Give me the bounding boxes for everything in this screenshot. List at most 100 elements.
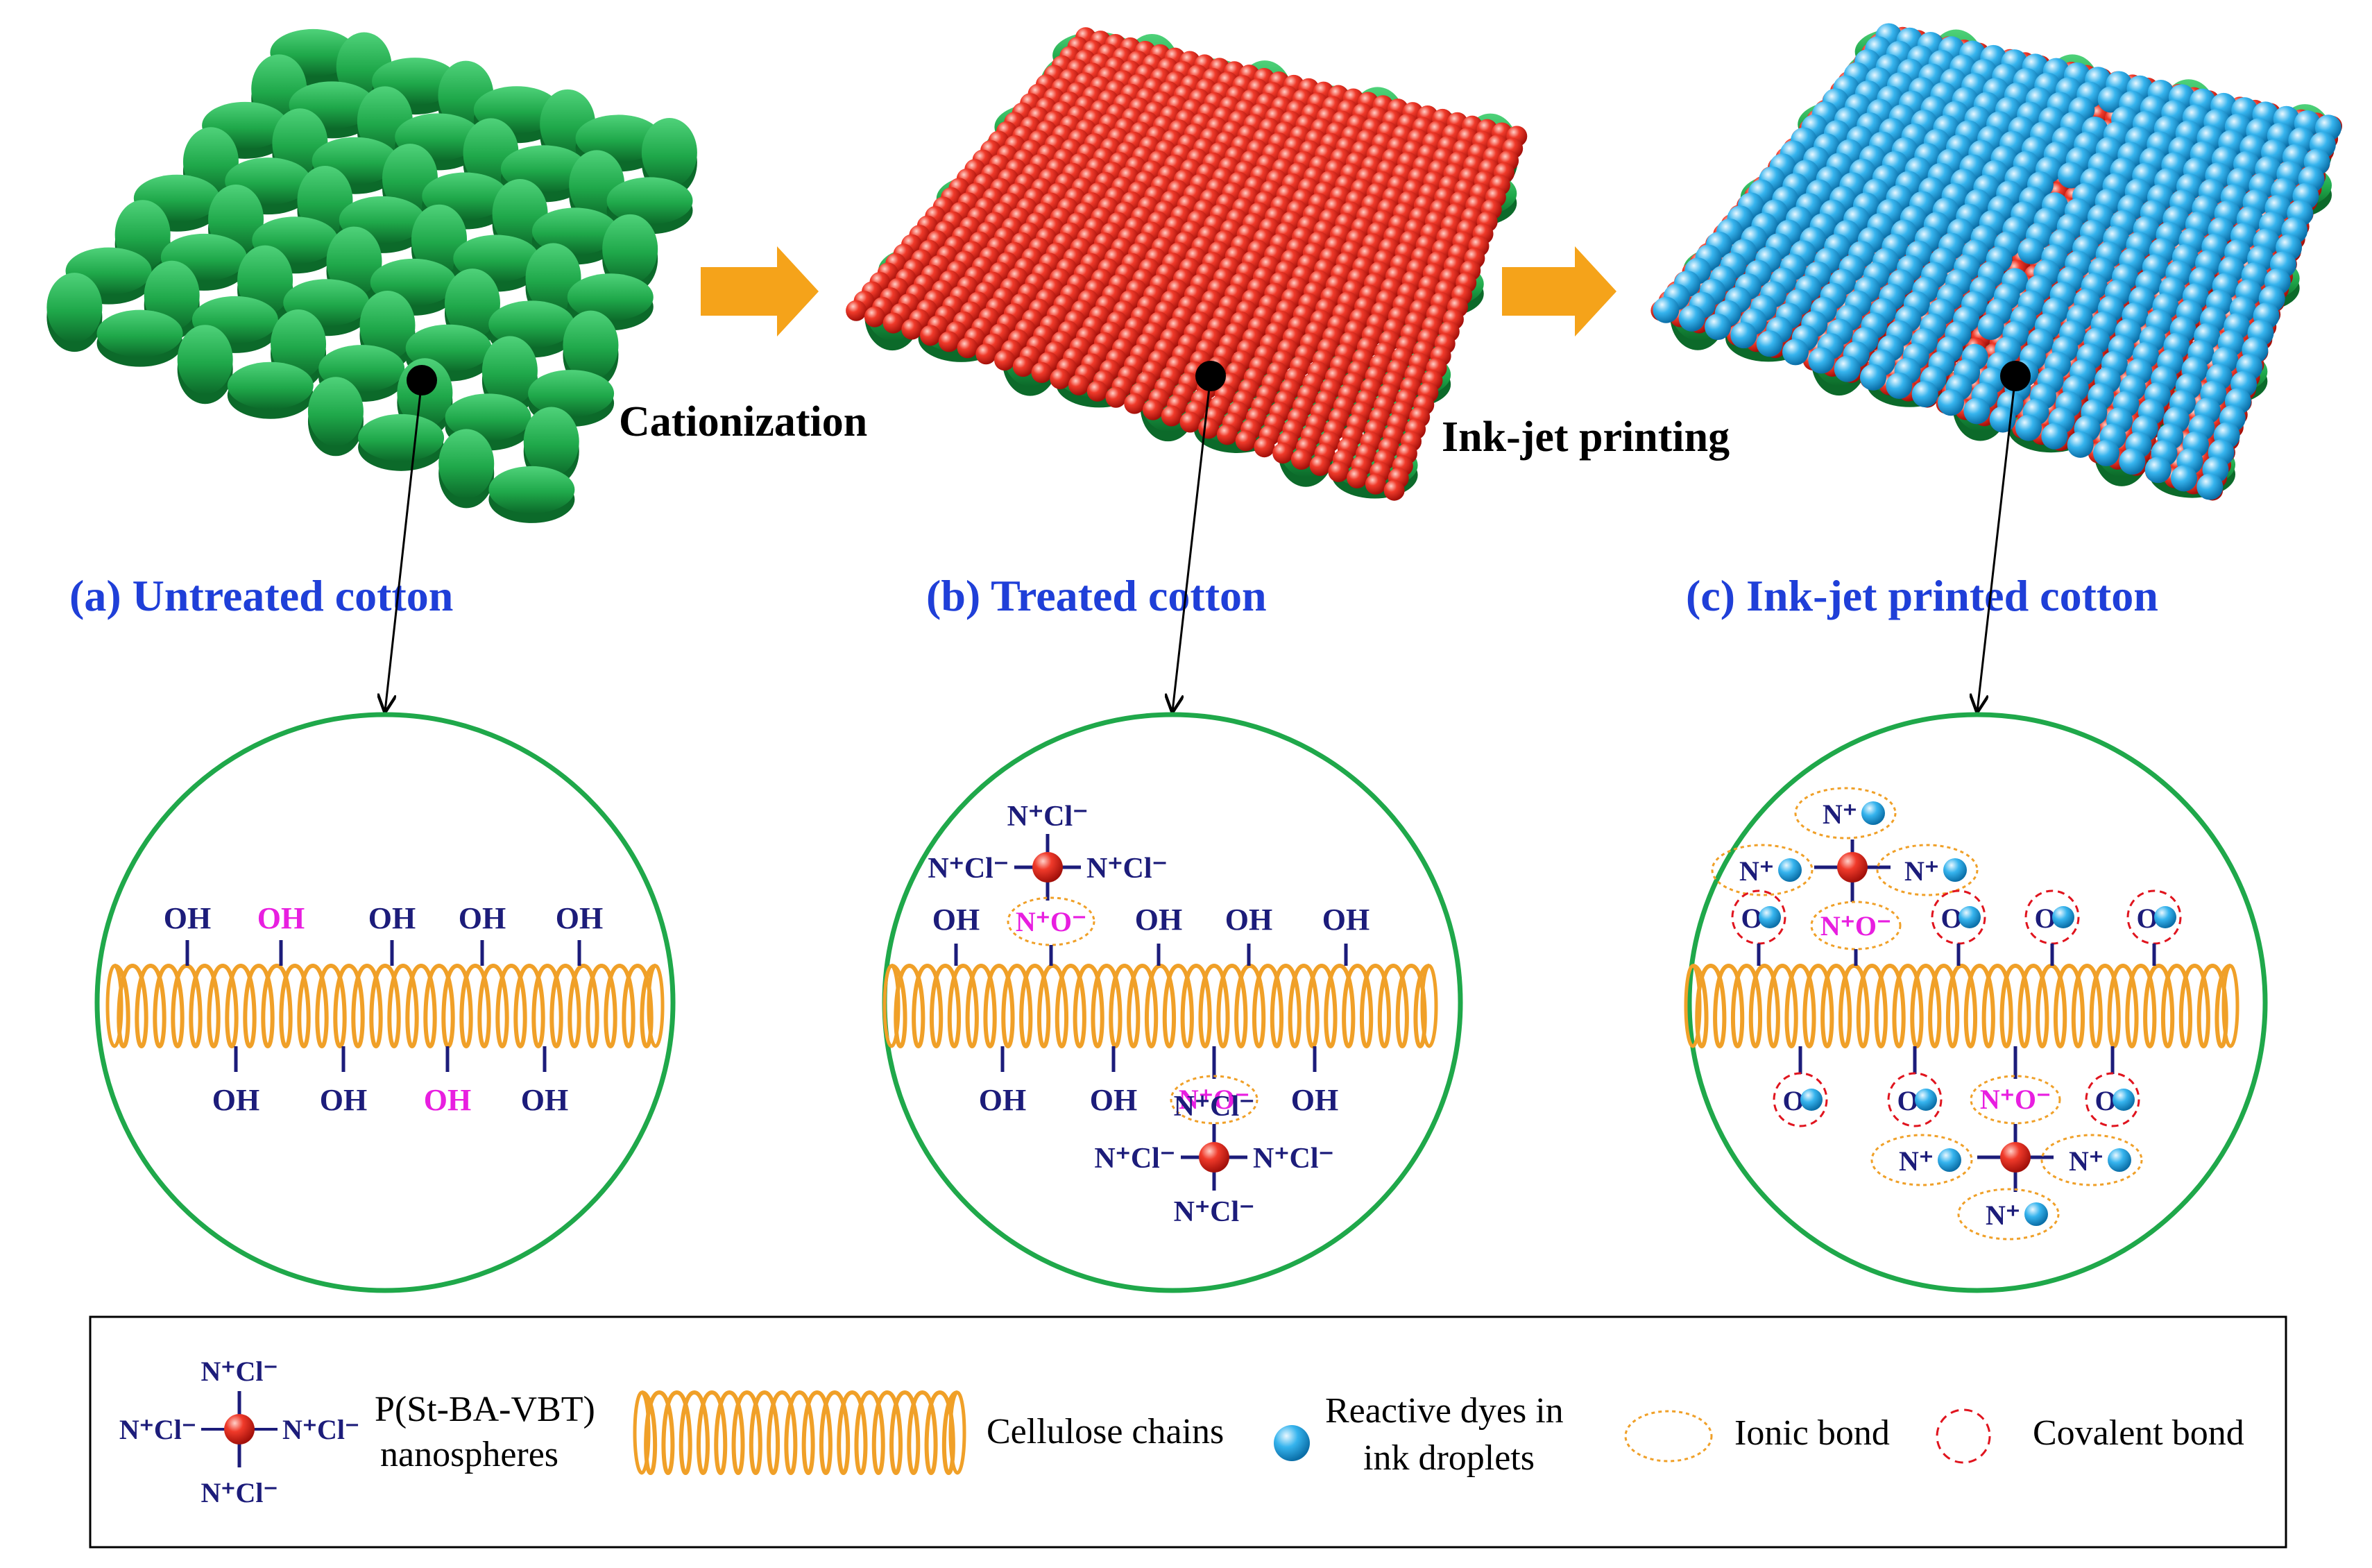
dye-droplet [2058,162,2085,189]
covalent-bond [1773,1072,1828,1127]
coil-cap [882,964,901,1048]
dye-droplet [1860,364,1887,391]
dye-droplet [1782,339,1809,366]
dye-droplet [2052,906,2074,928]
nanosphere [920,325,941,346]
nanosphere [1254,436,1275,458]
oh-group: OH [1090,1083,1137,1117]
weave-bump [641,118,697,188]
nanosphere [1290,449,1312,470]
dye-droplet [1759,906,1781,928]
nanosphere [1124,393,1145,414]
nplus-cl-group: N⁺Cl⁻ [1253,1143,1334,1175]
weave-bump [177,325,233,395]
dye-droplet [1800,1089,1823,1111]
legend: N⁺Cl⁻N⁺Cl⁻ N⁺Cl⁻N⁺Cl⁻ P(St-BA-VBT) nanosp… [89,1315,2287,1549]
nplus-group: N⁺ [1899,1145,1934,1177]
nplus-group: N⁺ [1739,855,1774,887]
nanosphere [1068,374,1090,395]
coil-cap [2221,964,2239,1048]
weave-bump [227,361,314,409]
nanosphere-core [1032,852,1063,883]
dye-droplet [2067,431,2094,458]
dye-droplet [2196,473,2224,500]
legend-dye-symbol [1274,1425,1310,1461]
nplus-cl-group: N⁺Cl⁻ [1174,1091,1255,1123]
dye-droplet [1886,372,1913,399]
panel-title-b: (b) Treated cotton [926,571,1267,620]
nanosphere [1161,405,1182,427]
weave-bump [237,245,293,315]
weave-bump [606,177,693,225]
dye-droplet [1959,906,1981,928]
nanosphere [1383,479,1405,501]
weave-bump [358,414,445,461]
nplus-group: N⁺ [1904,855,1939,887]
dye-droplet [1977,313,2004,340]
coil-cap [948,1390,966,1475]
weave-bump [567,273,654,321]
nplus-ominus-group: N⁺O⁻ [1980,1084,2051,1115]
nplus-cl-group: N⁺Cl⁻ [119,1414,196,1445]
nplus-cl-group: N⁺Cl⁻ [282,1414,359,1445]
nanosphere [882,312,904,334]
step-label-cationization: Cationization [619,398,867,445]
legend-cellulose-symbol [633,1390,966,1476]
ionic-bond [2040,1134,2143,1186]
nanosphere [1272,443,1294,464]
nplus-group: N⁺ [1823,799,1857,830]
weave-bump [297,166,353,236]
cellulose-chain-a [105,964,665,1049]
dye-droplet [2144,457,2172,484]
dye-droplet [2015,414,2042,441]
legend-dye-line1: Reactive dyes in [1325,1391,1564,1431]
weave-bump [96,309,183,357]
nplus-cl-group: N⁺Cl⁻ [1094,1143,1175,1175]
oh-group: OH [212,1083,259,1117]
dye-droplet [1943,858,1967,882]
dye-droplet [1730,322,1757,349]
ionic-bond [1876,844,1979,896]
dye-droplet [2024,1202,2048,1226]
oh-group: OH [320,1083,367,1117]
panel-title-c: (c) Ink-jet printed cotton [1686,571,2158,620]
legend-ionic-symbol [1624,1410,1713,1463]
oh-group: OH [257,901,305,935]
nanosphere [1309,454,1331,476]
nanosphere-core [2000,1142,2031,1173]
oh-group: OH [979,1083,1026,1117]
weave-bump [523,407,579,477]
nanosphere [1050,368,1071,389]
nanosphere [1031,362,1052,384]
weave-bump [602,214,658,284]
dye-droplet [2017,237,2045,264]
dye-droplet [2113,1089,2135,1111]
oh-group: OH [521,1083,568,1117]
dye-droplet [1808,347,1835,374]
ionic-bond [1870,1134,1973,1186]
dye-droplet [1653,296,1680,323]
nanosphere [1235,430,1256,452]
nanosphere-core [224,1414,255,1445]
zoom-circle-a: OH OH OH OH OH OH OH OH OH [94,712,676,1293]
zoom-pointer-a [385,365,437,711]
nanosphere [957,337,978,359]
dye-droplet [2097,86,2124,113]
dye-droplet [2108,1148,2131,1172]
printed-fabric [1650,23,2343,501]
oh-group: OH [1291,1083,1338,1117]
oh-group: OH [164,901,211,935]
nanosphere [1012,356,1034,377]
oh-group: OH [1135,903,1182,937]
nanosphere [846,300,867,321]
ionic-bond [1711,844,1814,896]
weave-bump [359,291,416,361]
oh-group: OH [368,901,416,935]
nanosphere [938,331,959,352]
oh-group: OH [556,901,603,935]
nplus-cl-group: N⁺Cl⁻ [928,853,1009,885]
dye-droplet [2119,448,2146,475]
weave-bump [563,310,619,380]
ionic-bond [1794,787,1897,840]
